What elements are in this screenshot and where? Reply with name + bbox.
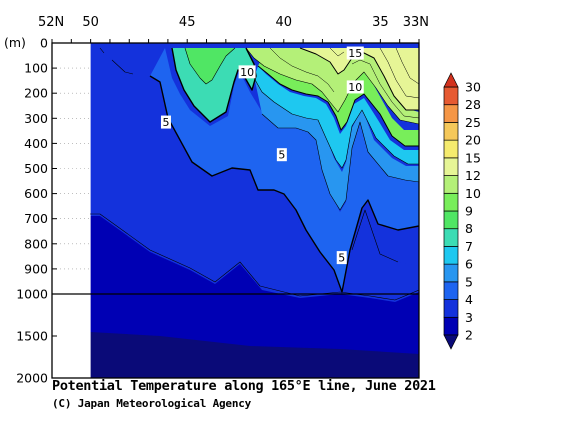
contour-line-10: [99, 47, 134, 75]
y-axis: (m) 0 100 200 300 400 500 600 700 800 900 1000 1500 2…: [4, 35, 57, 386]
temperature-field: [52, 43, 419, 378]
temperature-band-2: [90, 48, 419, 302]
contour-line-9: [351, 209, 399, 263]
y-tick-label-100: 100: [24, 61, 48, 76]
colorbar-segment-4-5: [443, 281, 459, 300]
y-tick-label-1500: 1500: [16, 329, 48, 344]
contour-label-bg-1: [238, 65, 256, 79]
contour-label-bg-3: [160, 115, 171, 129]
colorbar-segment-15-20: [443, 139, 459, 159]
temperature-band-1: [90, 214, 419, 354]
contour-label-bg-2: [346, 80, 364, 94]
colorbar-segment-12-15: [443, 157, 459, 176]
y-tick-label-800: 800: [24, 236, 48, 251]
colorbar-segment-2-3: [443, 316, 459, 336]
colorbar-segment-25-28: [443, 104, 459, 123]
contour-label-1: 10: [240, 66, 254, 79]
contour-line-0: [149, 75, 419, 293]
x-tick-label-35: 35: [372, 15, 389, 30]
y-tick-label-900: 900: [24, 261, 48, 276]
colorbar-segment-20-25: [443, 122, 459, 141]
x-axis: 52N 50 45 40 35 33N: [38, 15, 429, 43]
colorbar-label-30: 30: [465, 80, 481, 95]
x-tick-label-33N: 33N: [403, 15, 429, 30]
colorbar-segment-6-7: [443, 246, 459, 265]
y-tick-label-0: 0: [40, 36, 48, 51]
x-tick-label-40: 40: [276, 15, 293, 30]
colorbar-segment-3-4: [443, 299, 459, 318]
temperature-band-3: [150, 48, 419, 292]
contour-label-bg-5: [336, 251, 347, 265]
colorbar-segment-9-10: [443, 192, 459, 212]
temperature-band-9: [246, 48, 419, 124]
colorbar-label-3: 3: [465, 310, 473, 325]
colorbar-label-8: 8: [465, 221, 473, 236]
colorbar-label-4: 4: [465, 292, 473, 307]
colorbar-label-28: 28: [465, 97, 481, 112]
no-data-area: [52, 43, 91, 378]
contour-line-1: [171, 47, 257, 123]
colorbar-segment-10-12: [443, 175, 459, 194]
x-tick-label-52N: 52N: [38, 15, 64, 30]
colorbar-label-2: 2: [465, 328, 473, 343]
contour-label-3: 5: [162, 116, 169, 129]
colorbar-segment-5-6: [443, 263, 459, 283]
y-tick-label-300: 300: [24, 111, 48, 126]
y-tick-label-400: 400: [24, 136, 48, 151]
plot-border: [51, 42, 420, 379]
contour-label-bg-0: [346, 46, 364, 60]
temperature-band-5: [254, 66, 419, 168]
y-tick-label-1000: 1000: [16, 287, 48, 302]
colorbar-label-7: 7: [465, 239, 473, 254]
contour-line-12: [329, 47, 419, 99]
temperature-band-10: [300, 48, 419, 110]
colorbar-label-5: 5: [465, 274, 473, 289]
colorbar-label-15: 15: [465, 150, 481, 165]
colorbar: 2 3 4 5 6 7 8 9 10 12 15 20 25 28 30: [443, 72, 481, 350]
contour-line-8: [90, 213, 419, 301]
x-tick-label-50: 50: [82, 15, 99, 30]
contour-line-2: [257, 65, 419, 147]
copyright-credit: (C) Japan Meteorological Agency: [52, 397, 252, 410]
colorbar-label-6: 6: [465, 257, 473, 272]
contour-line-7: [184, 47, 236, 85]
plot-frame: [51, 42, 420, 379]
colorbar-lower-arrow: [443, 334, 459, 350]
contour-line-5: [253, 77, 419, 169]
y-tick-label-500: 500: [24, 161, 48, 176]
temperature-band-7: [185, 48, 235, 84]
contour-line-11: [269, 47, 419, 119]
colorbar-segment-8-9: [443, 210, 459, 230]
y-axis-unit: (m): [4, 35, 26, 50]
chart-title: Potential Temperature along 165°E line, …: [52, 378, 436, 394]
temperature-band-4: [254, 76, 419, 210]
colorbar-segment-7-8: [443, 228, 459, 247]
colorbar-upper-arrow: [443, 72, 459, 88]
temperature-band-0: [90, 330, 419, 378]
colorbar-label-25: 25: [465, 115, 481, 130]
y-tick-label-200: 200: [24, 86, 48, 101]
contour-label-bg-4: [276, 148, 287, 162]
y-tick-label-2000: 2000: [16, 371, 48, 386]
contour-line-6: [245, 47, 419, 125]
contour-line-13: [395, 47, 419, 85]
contour-label-0: 15: [348, 47, 362, 60]
colorbar-segment-28-30: [443, 86, 459, 106]
x-tick-label-45: 45: [179, 15, 196, 30]
contour-labels: 15 10 10 5 5 5: [160, 46, 364, 265]
contour-line-4: [261, 113, 419, 211]
contour-label-4: 5: [278, 149, 285, 162]
colorbar-label-10: 10: [465, 186, 481, 201]
contour-label-5: 5: [338, 252, 345, 265]
contour-label-2: 10: [348, 81, 362, 94]
colorbar-label-20: 20: [465, 133, 481, 148]
y-tick-label-700: 700: [24, 211, 48, 226]
colorbar-label-9: 9: [465, 204, 473, 219]
colorbar-label-12: 12: [465, 168, 481, 183]
y-tick-label-600: 600: [24, 186, 48, 201]
